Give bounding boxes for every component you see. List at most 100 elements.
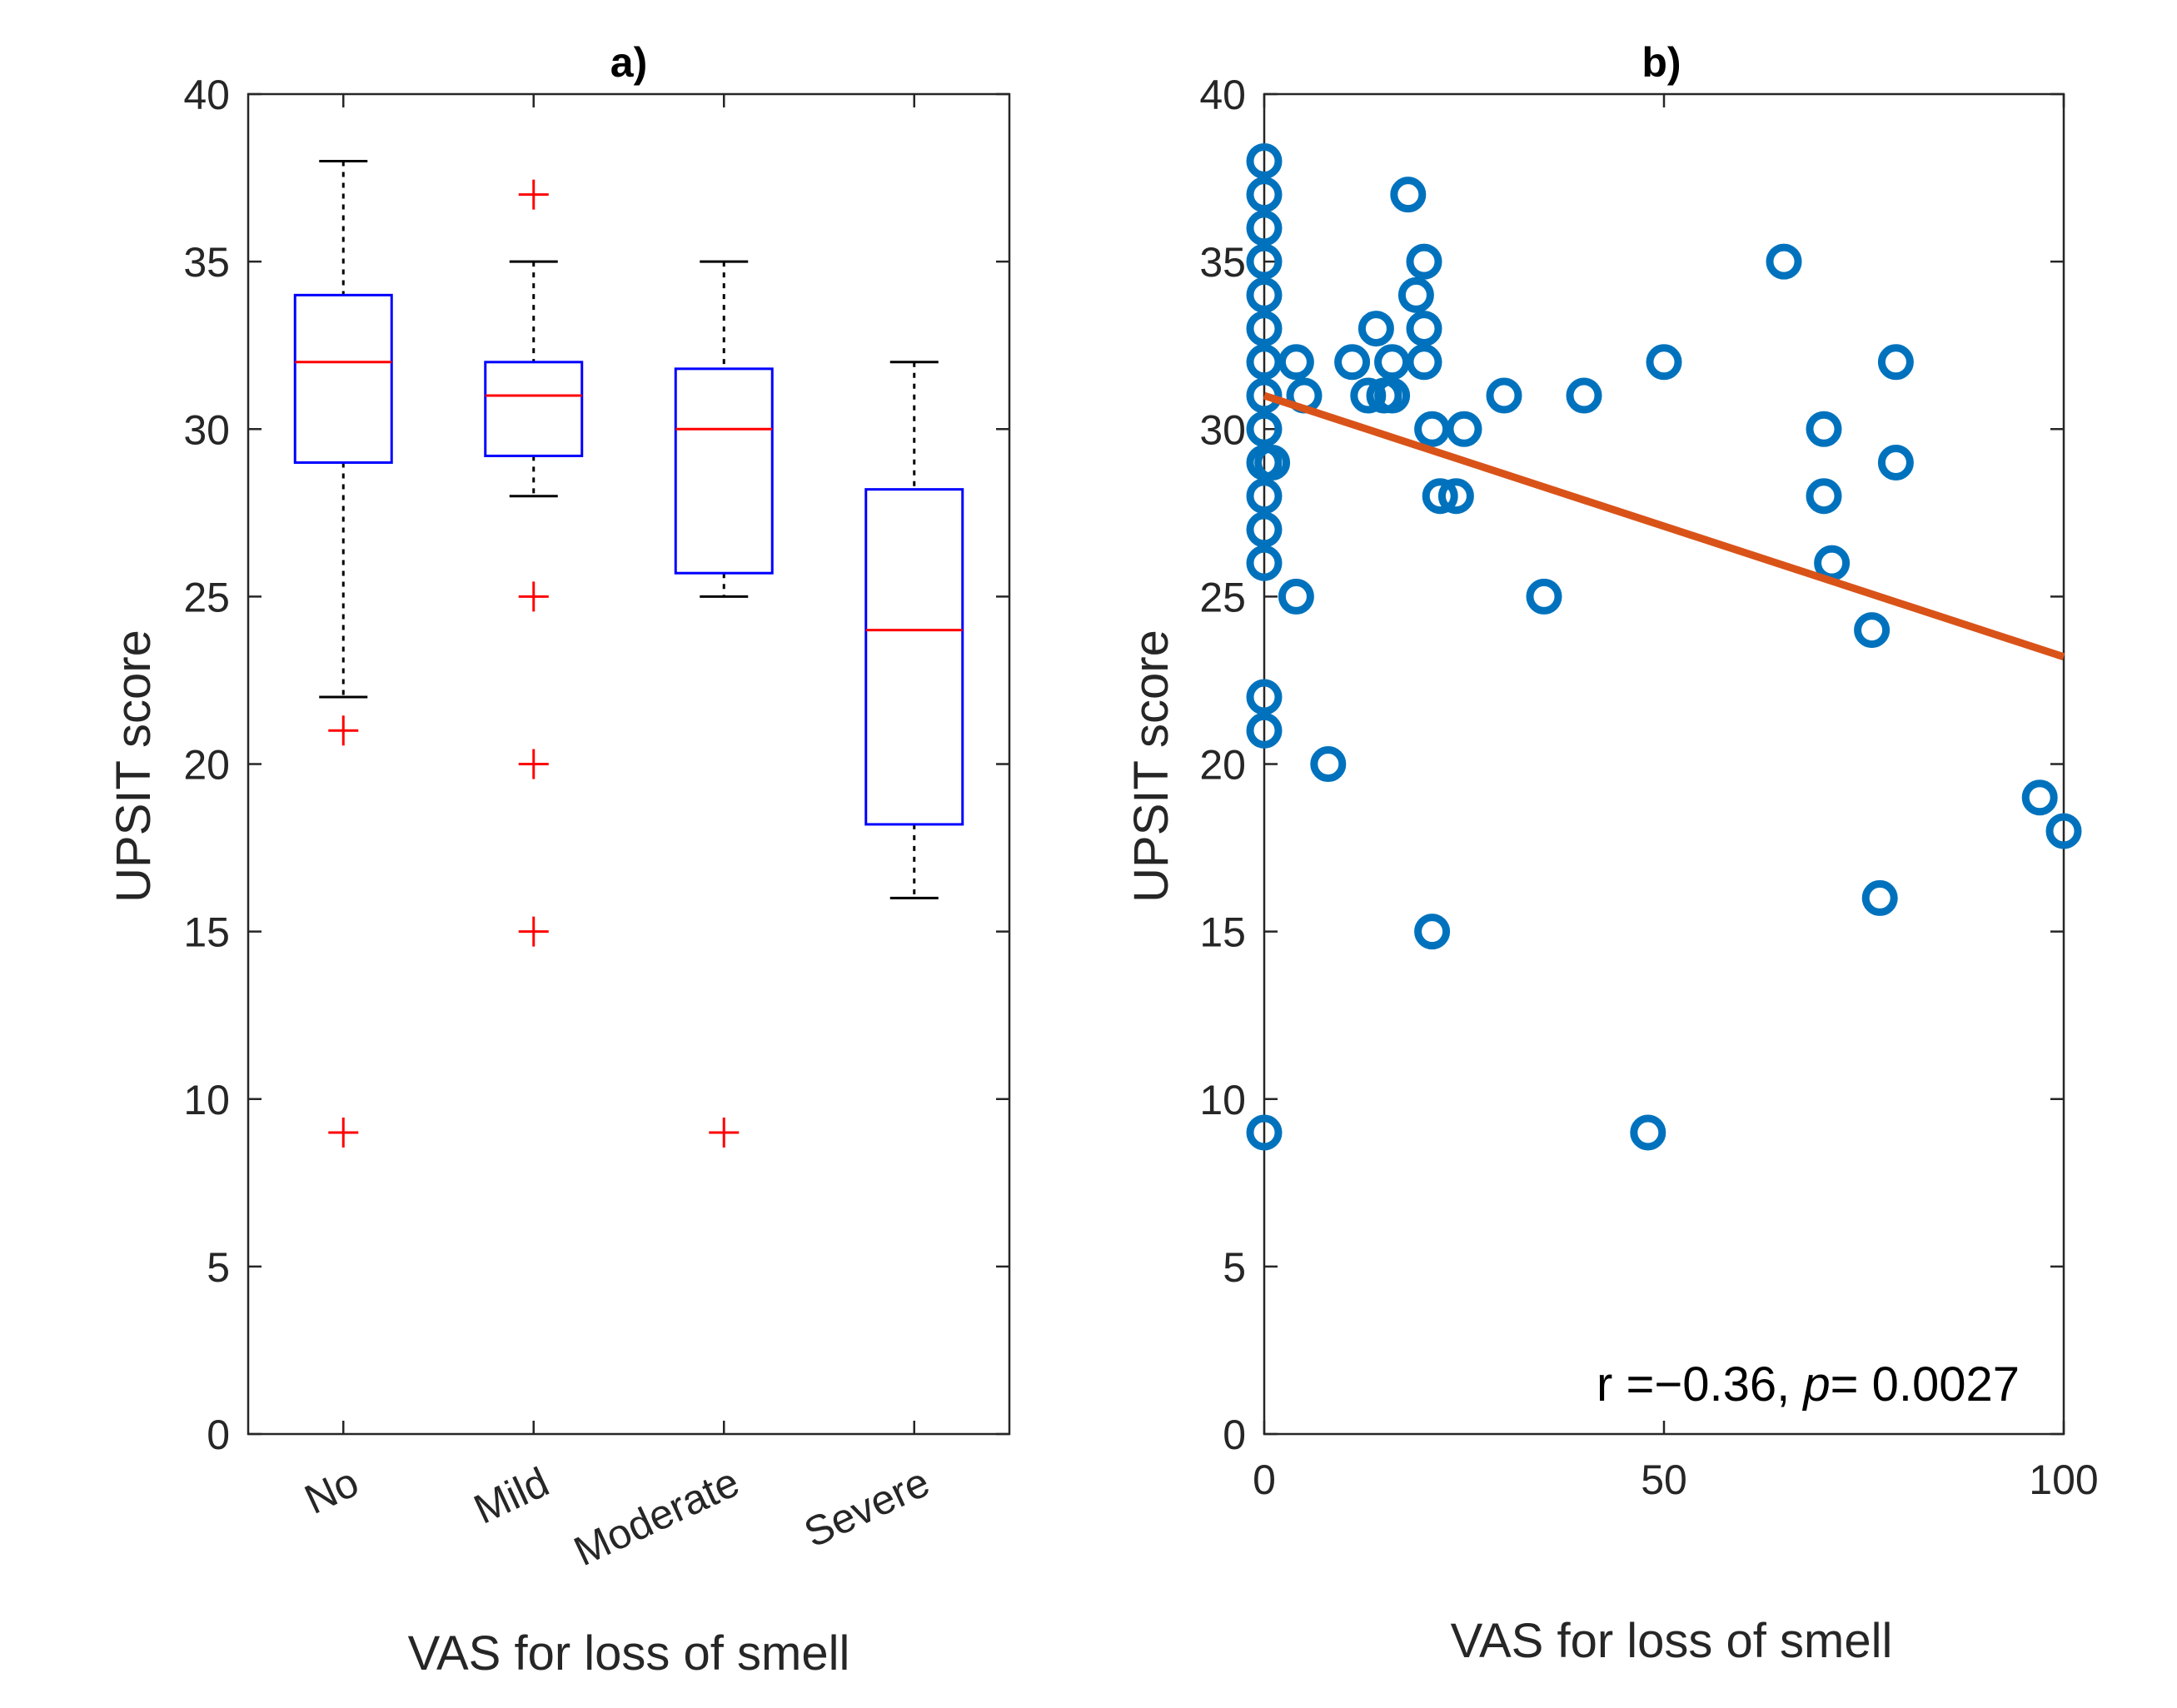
annotation-r-text: r =−0.36, xyxy=(1597,1357,1803,1412)
box-iqr xyxy=(293,293,393,464)
panel-a-plot-area xyxy=(293,159,964,1148)
panel-b-xlabel: VAS for loss of smell xyxy=(1451,1614,1893,1668)
box-group-moderate xyxy=(674,260,774,1148)
panel-b-ytick-label: 5 xyxy=(1223,1244,1246,1291)
scatter-point xyxy=(1246,511,1283,548)
panel-b-xtick-label: 50 xyxy=(1641,1457,1687,1503)
panel-b-xtick-label: 100 xyxy=(2029,1457,2098,1503)
box-iqr xyxy=(864,488,964,826)
panel-b-ytick-label: 20 xyxy=(1199,742,1246,789)
panel-b-title: b) xyxy=(1641,39,1681,86)
scatter-point xyxy=(1246,142,1283,179)
scatter-point xyxy=(1806,411,1842,447)
scatter-point xyxy=(1766,243,1802,280)
box-outlier xyxy=(518,749,549,779)
scatter-point xyxy=(2021,779,2058,816)
scatter-point xyxy=(1278,344,1314,381)
box-outlier xyxy=(518,179,549,210)
scatter-point xyxy=(1278,578,1314,615)
panel-a-ytick-label: 10 xyxy=(183,1077,230,1123)
scatter-point xyxy=(1630,1114,1666,1151)
scatter-point xyxy=(1406,243,1442,280)
scatter-point xyxy=(1246,712,1283,749)
panel-b-ytick-label: 30 xyxy=(1199,406,1246,453)
panel-a-xtick-label: No xyxy=(297,1458,366,1523)
regression-line xyxy=(1263,391,2065,661)
scatter-point xyxy=(1806,478,1842,515)
panel-b-plot-area xyxy=(1246,142,2082,1151)
scatter-point xyxy=(1406,311,1442,347)
annotation-p-symbol: p xyxy=(1801,1357,1830,1412)
scatter-point xyxy=(1246,210,1283,246)
scatter-point xyxy=(1414,914,1451,950)
box-group-no xyxy=(293,159,393,1148)
panel-a-title: a) xyxy=(610,39,647,86)
panel-a-xlabel: VAS for loss of smell xyxy=(408,1626,850,1681)
scatter-point xyxy=(1854,612,1891,649)
panel-a-ytick-label: 15 xyxy=(183,909,230,956)
scatter-point xyxy=(1246,276,1283,313)
panel-b-xtick-label: 0 xyxy=(1253,1457,1276,1503)
box-outlier xyxy=(328,1117,359,1148)
panel-a-ytick-label: 35 xyxy=(183,239,230,286)
scatter-point xyxy=(1397,276,1434,313)
panel-a-xtick-label: Mild xyxy=(467,1458,556,1533)
box-group-severe xyxy=(864,361,964,899)
scatter-point xyxy=(1254,444,1291,481)
scatter-point xyxy=(1246,1114,1283,1151)
scatter-point xyxy=(1861,879,1898,916)
box-outlier xyxy=(518,916,549,947)
correlation-annotation: r =−0.36, p= 0.0027 xyxy=(1597,1357,2020,1412)
box-iqr xyxy=(674,367,774,575)
scatter-point xyxy=(1350,377,1387,414)
scatter-point xyxy=(1486,377,1522,414)
panel-a-xtick-label: Severe xyxy=(797,1458,936,1556)
box-iqr xyxy=(484,361,584,457)
panel-a-ytick-label: 0 xyxy=(207,1412,230,1458)
panel-b-ytick-label: 40 xyxy=(1199,72,1246,118)
panel-a-ylabel: UPSIT score xyxy=(107,630,161,903)
panel-b-ytick-label: 0 xyxy=(1223,1412,1246,1458)
panel-b-ytick-label: 35 xyxy=(1199,239,1246,286)
panel-b-ytick-label: 10 xyxy=(1199,1077,1246,1123)
scatter-point xyxy=(2045,813,2082,849)
scatter-point xyxy=(1310,746,1347,782)
scatter-point xyxy=(1246,311,1283,347)
panel-b-ylabel: UPSIT score xyxy=(1124,630,1178,903)
scatter-point xyxy=(1246,243,1283,280)
panel-a-ytick-label: 40 xyxy=(183,72,230,118)
scatter-point xyxy=(1246,377,1283,414)
scatter-point xyxy=(1877,444,1914,481)
panel-b-axes: 0 5 10 15 20 25 30 35 40 0 50 100 xyxy=(1199,72,2098,1503)
box-outlier xyxy=(518,581,549,612)
panel-a-ytick-label: 30 xyxy=(183,406,230,453)
scatter-point xyxy=(1566,377,1602,414)
scatter-point xyxy=(1446,411,1482,447)
scatter-point xyxy=(1437,478,1474,515)
scatter-point xyxy=(1814,545,1851,581)
scatter-point xyxy=(1246,545,1283,581)
scatter-point xyxy=(1334,344,1371,381)
panel-a-ytick-label: 20 xyxy=(183,742,230,789)
scatter-point xyxy=(1646,344,1682,381)
scatter-point xyxy=(1406,344,1442,381)
scatter-point xyxy=(1526,578,1562,615)
scatter-point xyxy=(1422,478,1458,515)
scatter-point xyxy=(1246,478,1283,515)
panel-b-scatter: b) 0 5 10 15 20 25 30 35 40 0 50 100 UPSIT score VA… xyxy=(1124,39,2099,1668)
annotation-p-text: = 0.0027 xyxy=(1831,1357,2020,1412)
scatter-point xyxy=(1877,344,1914,381)
box-outlier xyxy=(709,1117,740,1148)
scatter-point xyxy=(1246,177,1283,213)
scatter-point xyxy=(1358,311,1394,347)
scatter-point xyxy=(1246,679,1283,715)
box-group-mild xyxy=(484,179,584,947)
panel-b-ytick-label: 25 xyxy=(1199,574,1246,620)
panel-b-ytick-label: 15 xyxy=(1199,909,1246,956)
panel-a-ytick-label: 25 xyxy=(183,574,230,620)
scatter-point xyxy=(1414,411,1451,447)
scatter-point xyxy=(1390,177,1427,213)
panel-a-xtick-label: Moderate xyxy=(567,1458,746,1575)
